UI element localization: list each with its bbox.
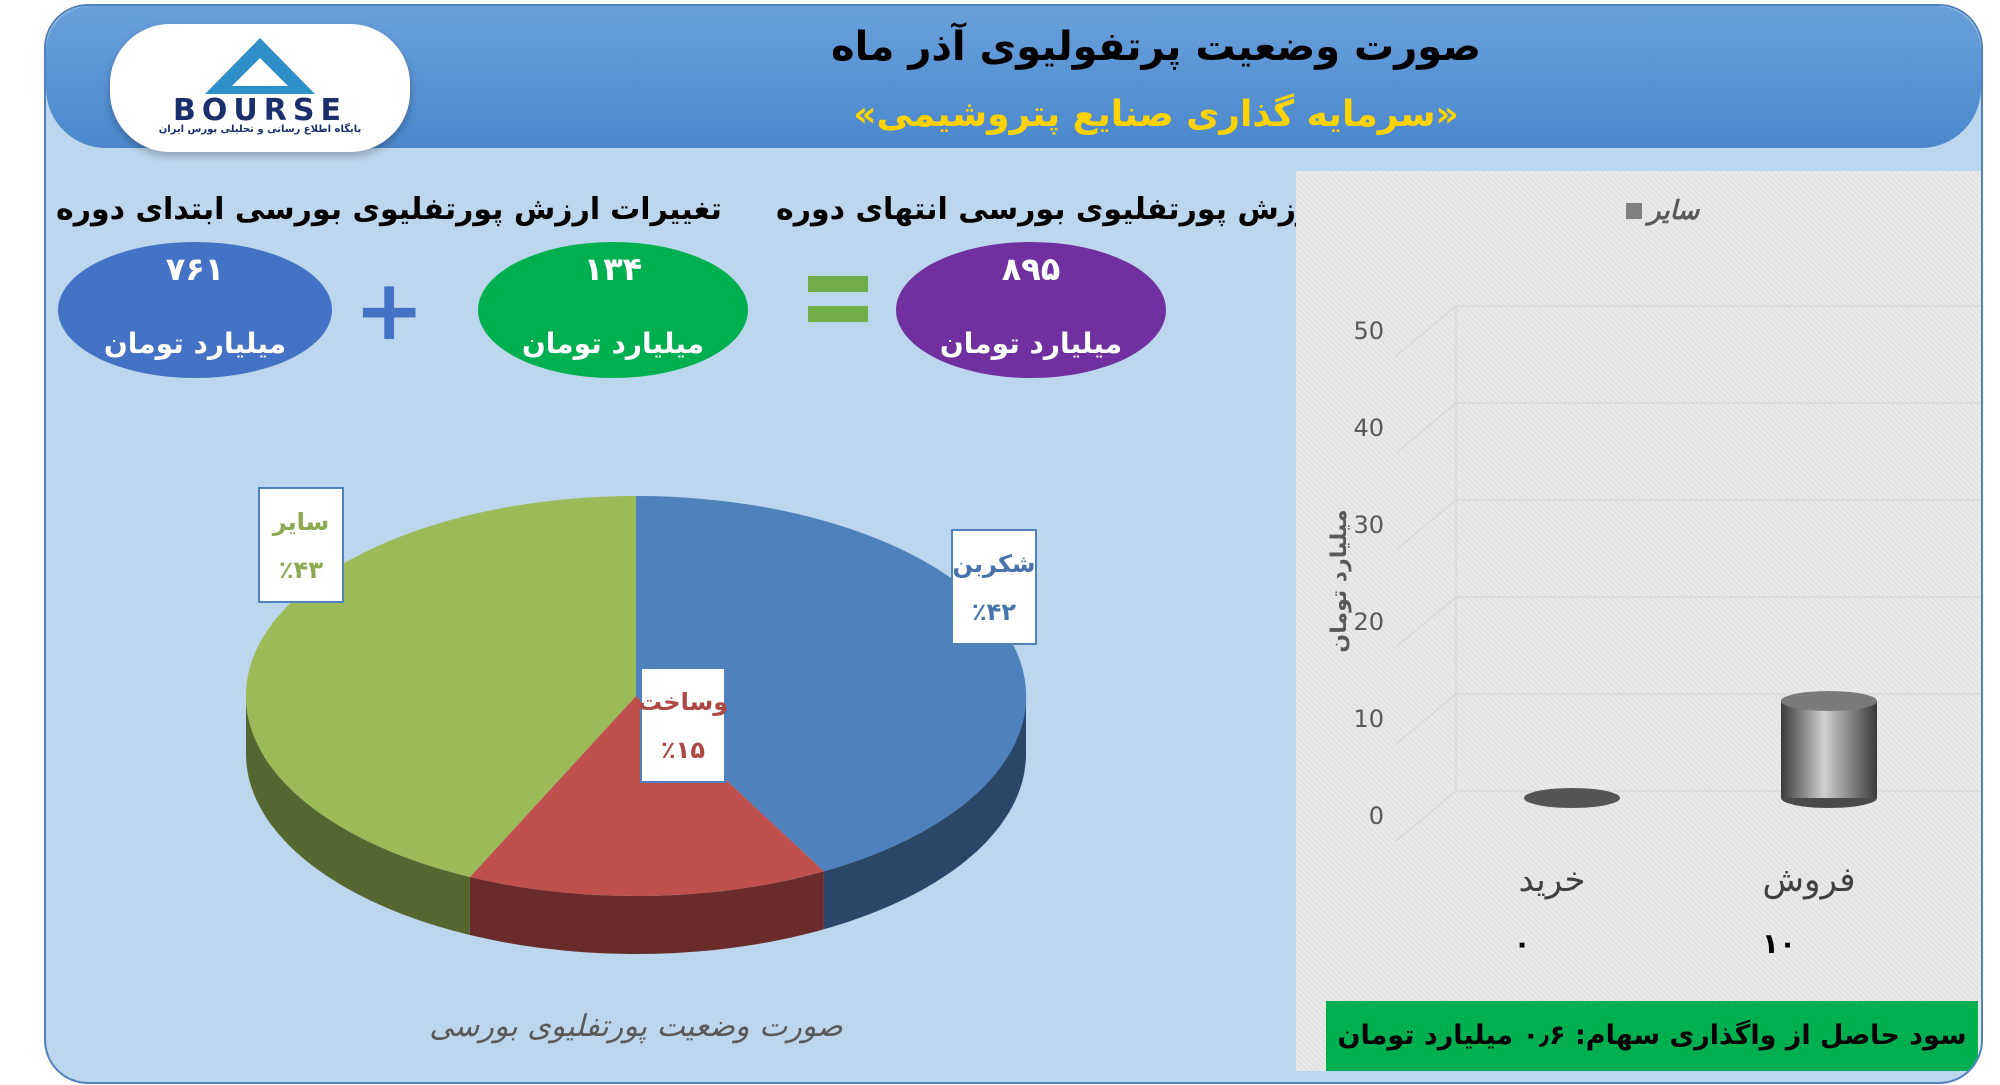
- bar-chart: سایر 0 10 20 30 40 50 میلیارد تومان فروش ۱۰ خرید ۰: [1327, 196, 1981, 960]
- plus-sign: +: [354, 261, 425, 359]
- pie-label-1: وساخت ٪۱۵: [638, 667, 728, 783]
- y-tick-label-3: 30: [1353, 511, 1384, 539]
- end-value-unit: میلیارد تومان: [939, 327, 1123, 360]
- y-axis-label: میلیارد تومان: [1327, 509, 1352, 652]
- stock-sale-profit-note: سود حاصل از واگذاری سهام: ۰٫۶ میلیارد تو…: [1326, 1001, 1978, 1071]
- pie-label-name-0: شکربن: [952, 550, 1035, 578]
- pie-label-value-2: ٪۴۳: [279, 556, 323, 584]
- grid-diagonal-3: [1395, 499, 1457, 551]
- grid-diagonal-5: [1395, 305, 1457, 357]
- pie-label-box-1: [640, 667, 726, 783]
- pie-label-box-0: [951, 529, 1037, 645]
- logo-graphic: BOURSE: [173, 38, 347, 128]
- bar-top-0: [1781, 691, 1877, 711]
- start-value-unit: میلیارد تومان: [103, 327, 287, 360]
- equals-sign: [808, 274, 872, 330]
- bar-0: [1781, 691, 1877, 808]
- page-title: صورت وضعیت پرتفولیوی آذر ماه: [831, 24, 1481, 70]
- legend-swatch: [1626, 203, 1642, 219]
- change-oval: ۱۳۴ میلیارد تومان: [478, 242, 748, 378]
- start-value-label: ارزش پورتفلیوی بورسی ابتدای دوره: [56, 192, 601, 227]
- y-tick-label-0: 0: [1369, 802, 1384, 830]
- bar-1: [1524, 788, 1620, 808]
- pie-title: صورت وضعیت پورتفلیوی بورسی: [429, 1009, 843, 1044]
- change-label: تغییرات: [610, 192, 722, 227]
- pie-slice-1: [469, 696, 824, 897]
- bar-zero-disc-1: [1524, 788, 1620, 808]
- pie-label-name-2: سایر: [272, 508, 330, 536]
- legend-label: سایر: [1644, 196, 1701, 226]
- x-category-label-1: خرید: [1518, 860, 1585, 900]
- y-tick-label-1: 10: [1353, 705, 1384, 733]
- pie-label-0: شکربن ٪۴۲: [951, 529, 1037, 645]
- dashboard-frame: صورت وضعیت پرتفولیوی آذر ماه «سرمایه گذا…: [44, 4, 1983, 1084]
- bar-chart-panel: سایر 0 10 20 30 40 50 میلیارد تومان فروش ۱۰ خرید ۰: [1296, 171, 1981, 1071]
- pie-label-2: سایر ٪۴۳: [258, 487, 344, 603]
- pie-slice-0: [636, 495, 1027, 872]
- pie-label-box-2: [258, 487, 344, 603]
- y-tick-label-4: 40: [1353, 414, 1384, 442]
- pie-side-0: [823, 696, 1026, 930]
- logo-caption: پایگاه اطلاع رسانی و تحلیلی بورس ایران: [158, 124, 362, 135]
- x-category-label-0: فروش: [1763, 860, 1856, 900]
- y-tick-label-2: 20: [1353, 608, 1384, 636]
- start-value-oval: ۷۶۱ میلیارد تومان: [58, 242, 332, 378]
- grid-diagonal-0: [1395, 790, 1457, 842]
- bar-body-front-0: [1781, 701, 1877, 798]
- pie-side-2: [246, 696, 470, 935]
- change-number: ۱۳۴: [583, 250, 643, 288]
- end-value-label: ارزش پورتفلیوی بورسی انتهای دوره: [776, 192, 1324, 227]
- start-value-number: ۷۶۱: [165, 250, 225, 288]
- change-unit: میلیارد تومان: [521, 327, 705, 360]
- logo-text: BOURSE: [173, 93, 347, 124]
- pie-label-value-1: ٪۱۵: [661, 736, 705, 764]
- pie-label-value-0: ٪۴۲: [972, 598, 1016, 626]
- bar-value-label-0: ۱۰: [1762, 927, 1796, 960]
- page-subtitle: «سرمایه گذاری صنایع پتروشیمی»: [853, 94, 1459, 135]
- y-tick-label-5: 50: [1353, 317, 1384, 345]
- end-value-number: ۸۹۵: [1001, 250, 1061, 288]
- end-value-oval: ۸۹۵ میلیارد تومان: [896, 242, 1166, 378]
- grid-diagonal-4: [1395, 402, 1457, 454]
- bourse-logo: BOURSE پایگاه اطلاع رسانی و تحلیلی بورس …: [110, 24, 410, 152]
- pie-chart: شکربن ٪۴۲ وساخت ٪۱۵ سایر ٪۴۳ صورت وضعیت پورتفل…: [245, 487, 1037, 1044]
- bar-value-label-1: ۰: [1513, 927, 1530, 960]
- grid-diagonal-1: [1395, 693, 1457, 745]
- grid-diagonal-2: [1395, 596, 1457, 648]
- pie-label-name-1: وساخت: [638, 688, 728, 716]
